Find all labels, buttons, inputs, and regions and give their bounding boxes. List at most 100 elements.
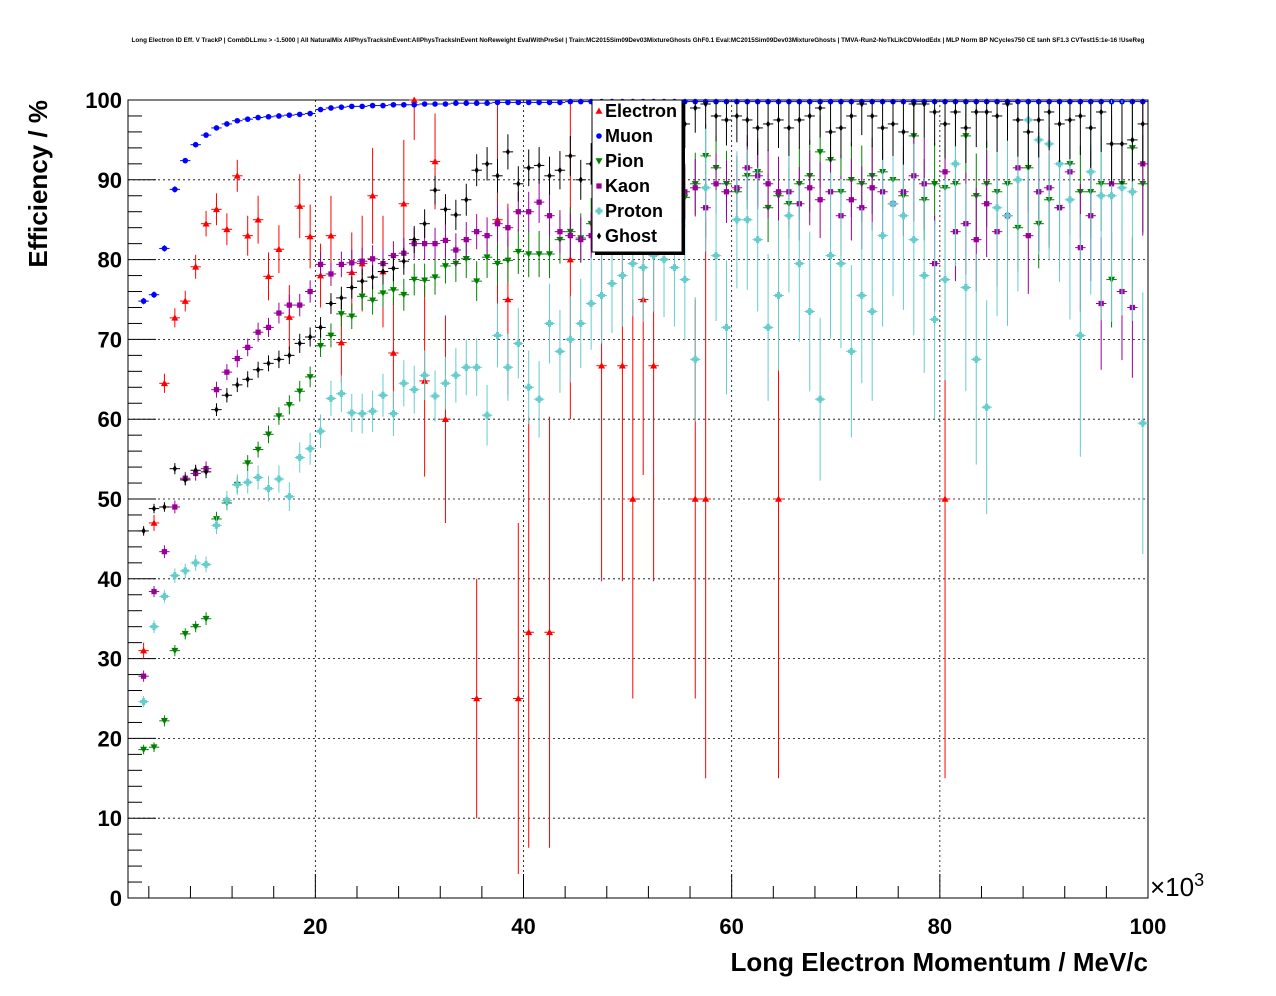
marker-kaon <box>349 260 355 266</box>
marker-muon <box>203 132 209 138</box>
marker-ghost <box>547 172 552 180</box>
data-point-kaon <box>429 227 441 260</box>
marker-electron <box>618 362 626 369</box>
data-point-ghost <box>971 100 982 148</box>
marker-proton <box>379 391 387 399</box>
marker-muon <box>265 113 272 120</box>
data-point-proton <box>783 139 795 293</box>
marker-electron <box>285 313 293 320</box>
data-point-kaon <box>221 364 233 381</box>
data-point-pion <box>273 407 285 425</box>
marker-kaon <box>255 329 261 335</box>
data-point-ghost <box>377 258 389 285</box>
marker-proton <box>265 485 273 493</box>
marker-muon <box>213 125 220 131</box>
marker-proton <box>681 276 689 284</box>
marker-kaon <box>161 549 168 555</box>
marker-proton <box>212 521 220 529</box>
legend-box <box>591 99 683 253</box>
marker-pion <box>379 290 387 297</box>
marker-proton <box>1056 160 1064 168</box>
marker-ghost <box>443 205 448 213</box>
marker-proton <box>577 319 585 327</box>
data-point-pion <box>242 455 253 472</box>
marker-muon <box>463 100 470 106</box>
marker-ghost <box>859 100 864 108</box>
data-point-ghost <box>148 503 160 514</box>
y-tick-label: 80 <box>98 248 122 273</box>
data-point-muon <box>450 100 462 106</box>
marker-proton <box>473 363 481 371</box>
marker-proton <box>962 284 970 292</box>
data-point-ghost <box>304 327 316 347</box>
marker-ghost <box>432 186 438 194</box>
marker-proton <box>910 236 918 244</box>
marker-electron <box>160 379 168 387</box>
marker-kaon <box>536 199 542 205</box>
data-point-ghost <box>190 464 201 476</box>
x-tick-label: 60 <box>719 914 743 939</box>
x-exponent-base: ×10 <box>1150 872 1194 902</box>
marker-ghost <box>391 264 396 272</box>
marker-ghost <box>1119 140 1125 148</box>
marker-proton <box>899 212 907 220</box>
marker-proton <box>764 323 772 331</box>
marker-pion <box>140 746 148 754</box>
legend: Electron Muon Pion Kaon Proton Ghost <box>591 99 685 255</box>
data-point-ghost <box>325 293 337 314</box>
data-point-kaon <box>315 252 326 277</box>
marker-ghost <box>994 112 1000 120</box>
data-point-ghost <box>554 151 566 190</box>
marker-muon <box>338 104 345 110</box>
marker-proton <box>140 698 148 706</box>
data-point-muon <box>356 103 368 110</box>
marker-proton <box>1097 192 1105 200</box>
marker-proton <box>608 280 616 288</box>
data-point-proton <box>846 265 857 438</box>
legend-entry-proton: Proton <box>595 201 663 221</box>
data-point-kaon <box>554 210 566 254</box>
marker-kaon <box>140 673 147 679</box>
marker-pion <box>181 631 189 638</box>
data-point-pion <box>190 621 201 633</box>
marker-ghost <box>1130 136 1135 144</box>
x-tick-label: 20 <box>303 914 327 939</box>
data-point-proton <box>471 338 482 397</box>
marker-pion <box>192 623 200 631</box>
data-point-proton <box>877 144 888 327</box>
data-point-ghost <box>1002 100 1013 141</box>
marker-ghost <box>287 351 292 359</box>
data-point-kaon <box>502 208 514 247</box>
marker-kaon <box>474 229 480 235</box>
data-point-muon <box>429 101 441 107</box>
data-point-proton <box>908 143 920 336</box>
marker-ghost <box>474 166 479 174</box>
marker-pion <box>202 615 210 623</box>
marker-muon <box>140 298 147 304</box>
data-point-electron <box>263 252 274 301</box>
data-point-electron <box>211 193 222 226</box>
marker-pion <box>171 647 179 655</box>
marker-muon <box>182 157 189 164</box>
marker-muon <box>348 103 355 110</box>
legend-marker-kaon <box>596 183 602 189</box>
marker-kaon <box>588 233 594 239</box>
marker-ghost <box>464 196 469 204</box>
marker-kaon <box>463 237 469 243</box>
data-point-proton <box>211 516 222 535</box>
data-point-pion <box>169 645 181 657</box>
data-point-proton <box>148 620 160 634</box>
marker-ghost <box>911 100 916 108</box>
marker-proton <box>483 411 491 419</box>
data-point-kaon <box>846 159 857 241</box>
data-point-ghost <box>440 194 451 225</box>
data-point-ghost <box>263 355 274 372</box>
data-point-electron <box>273 225 285 274</box>
data-point-ghost <box>481 147 493 181</box>
marker-muon <box>151 291 157 298</box>
data-point-ghost <box>1054 100 1065 163</box>
marker-electron <box>400 200 408 207</box>
data-point-ghost <box>336 286 347 310</box>
data-point-pion <box>929 143 940 225</box>
marker-ghost <box>828 128 833 136</box>
